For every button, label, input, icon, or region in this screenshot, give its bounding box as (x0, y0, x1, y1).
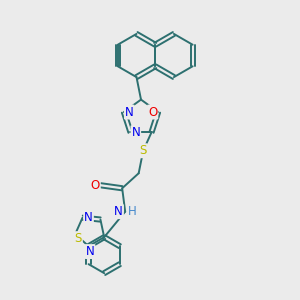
Text: N: N (114, 205, 123, 218)
Text: N: N (125, 106, 134, 118)
Text: N: N (86, 245, 94, 258)
Text: O: O (91, 179, 100, 192)
Text: N: N (84, 211, 93, 224)
Text: O: O (148, 106, 157, 118)
Text: H: H (128, 205, 137, 218)
Text: S: S (74, 232, 82, 245)
Text: N: N (131, 126, 140, 139)
Text: S: S (140, 144, 147, 157)
